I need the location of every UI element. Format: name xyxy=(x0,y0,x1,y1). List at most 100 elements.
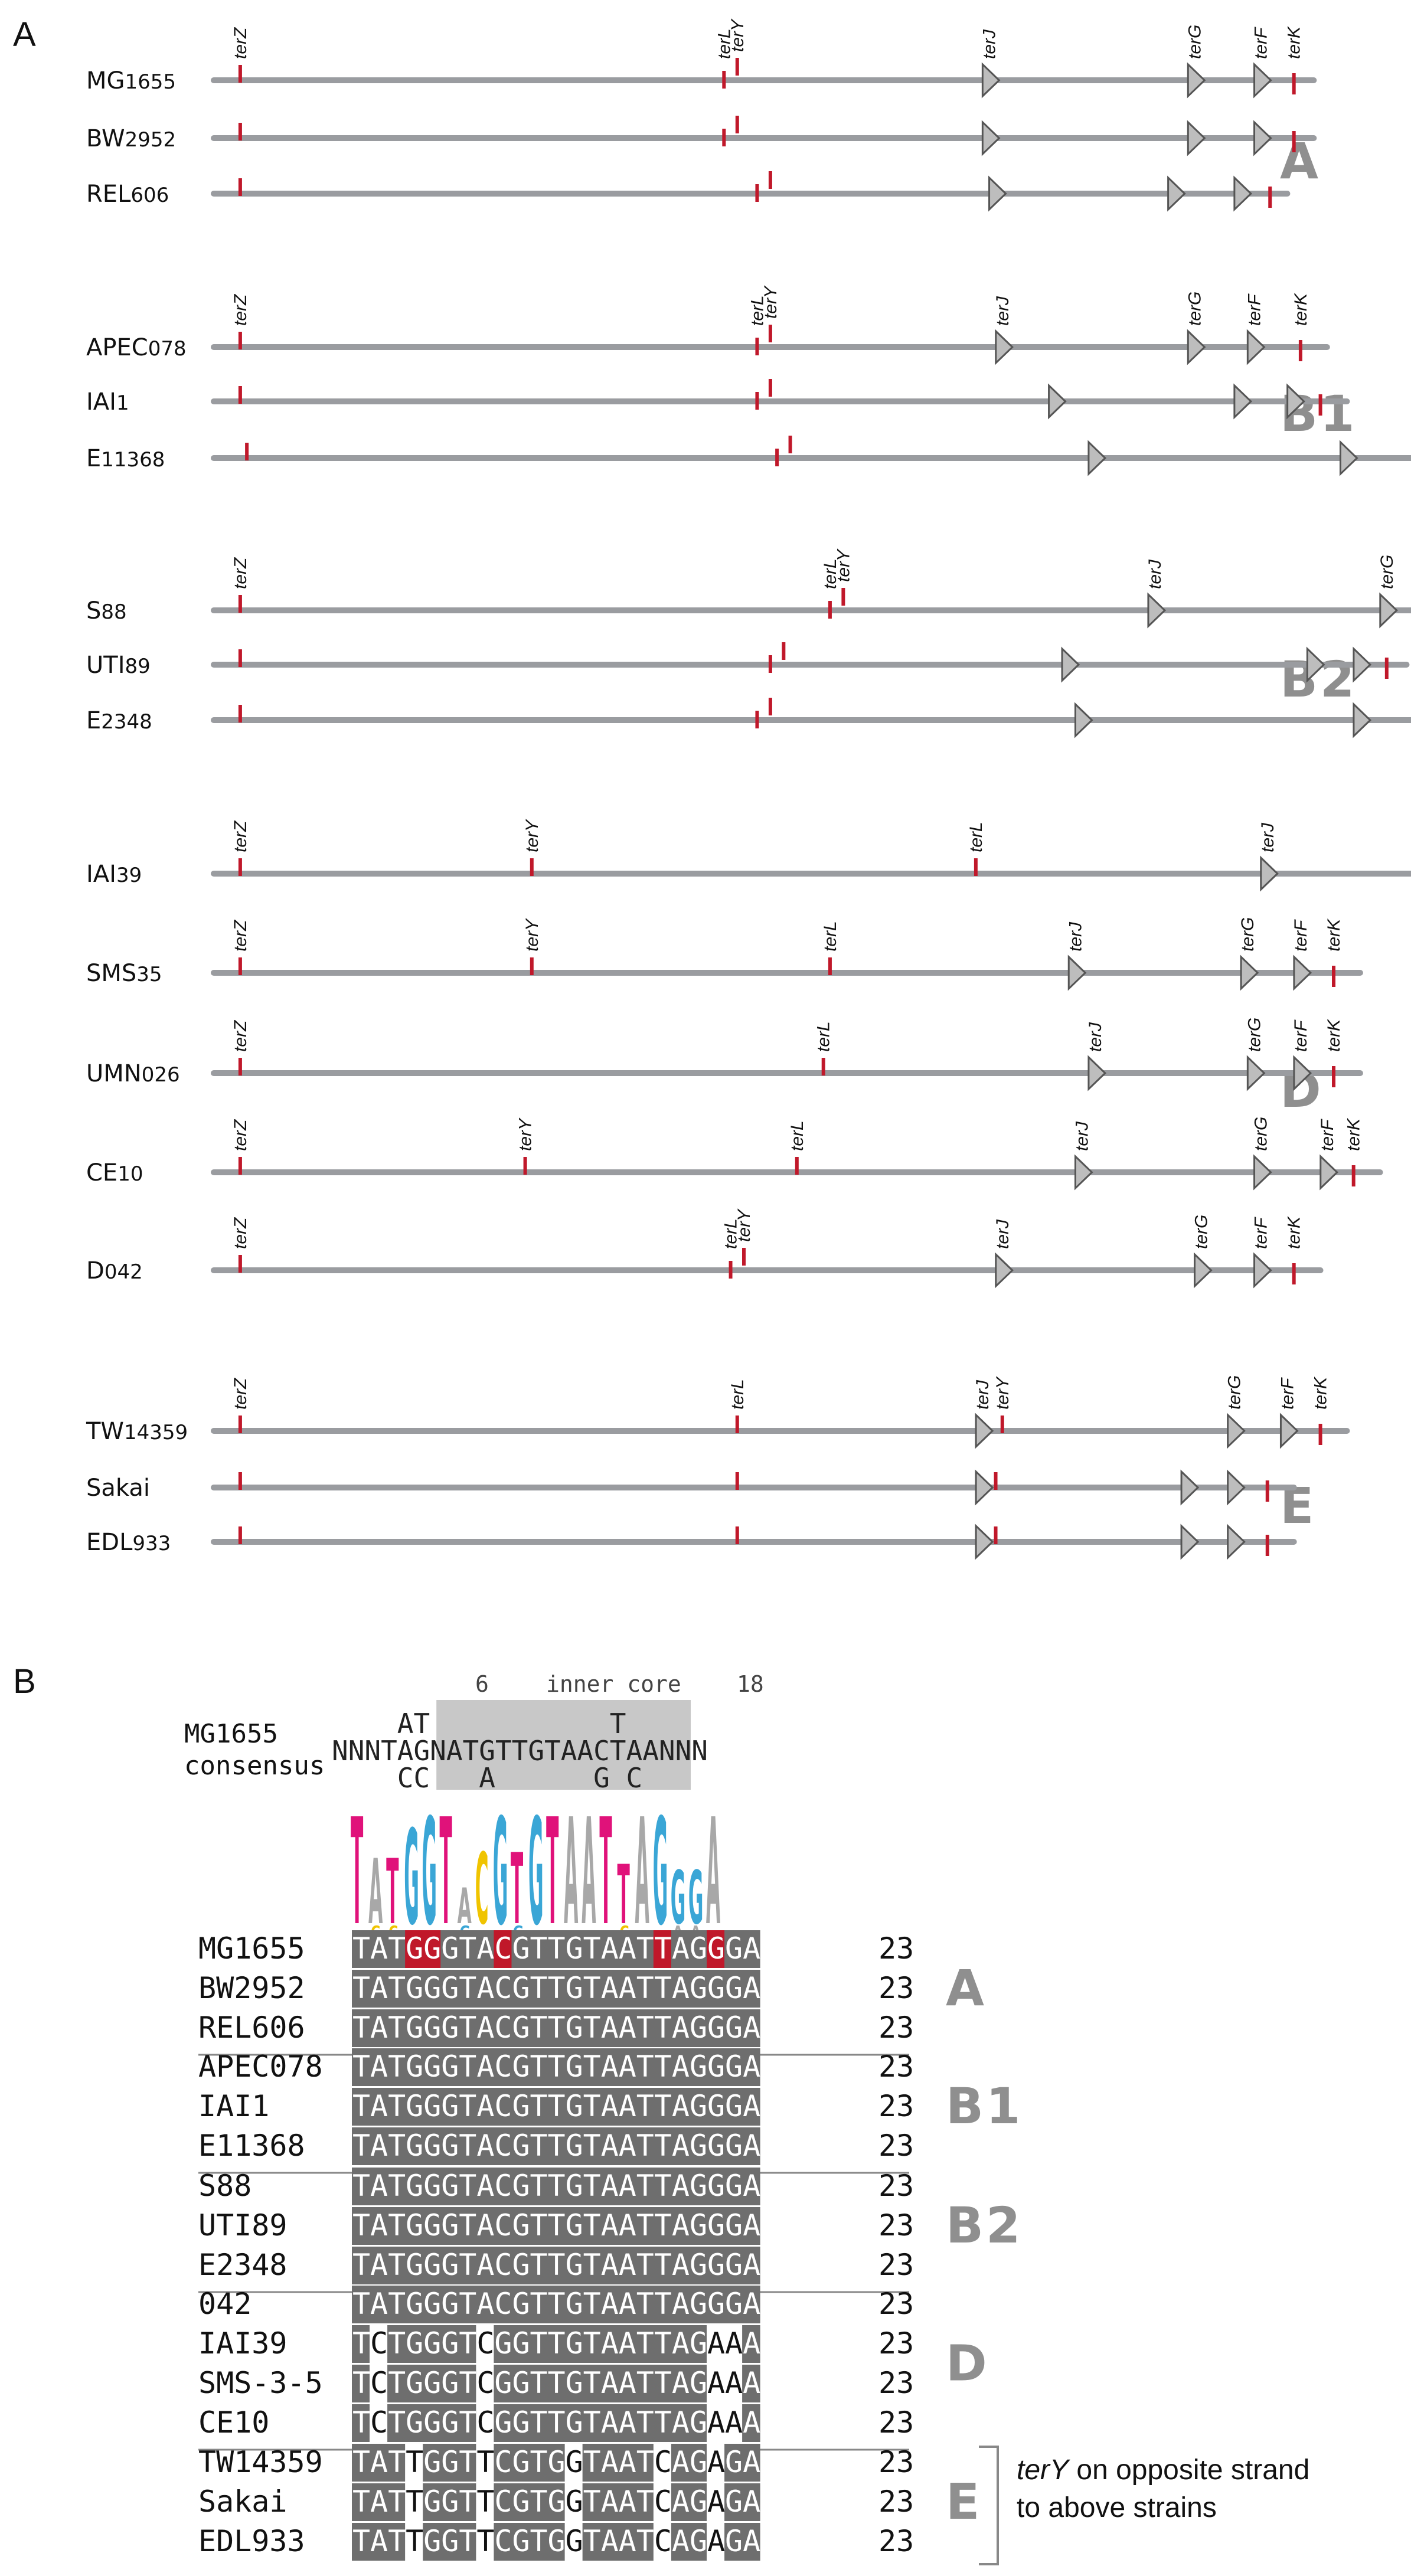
inner-core-highlight xyxy=(436,1700,691,1790)
alignment-cell xyxy=(494,2127,512,2165)
alignment-cell xyxy=(405,2523,423,2561)
alignment-cell xyxy=(582,2404,601,2442)
alignment-base: G xyxy=(566,1931,583,1966)
alignment-cell xyxy=(600,2168,619,2205)
alignment-base: A xyxy=(619,2129,636,2163)
strain-label: S88 xyxy=(86,597,127,625)
strain-label: E11368 xyxy=(86,445,165,472)
alignment-cell xyxy=(547,2088,566,2126)
site-terf-triangle xyxy=(1253,120,1272,156)
alignment-base: G xyxy=(707,2129,725,2163)
alignment-base: T xyxy=(459,2366,476,2400)
alignment-base: G xyxy=(707,2049,725,2084)
tery-note-line2: to above strains xyxy=(1017,2492,1217,2523)
strain-label-number: 1655 xyxy=(125,70,177,94)
alignment-cell xyxy=(405,2207,423,2245)
alignment-cell xyxy=(511,1970,530,2008)
alignment-base: G xyxy=(406,2169,423,2203)
alignment-cell xyxy=(547,2325,566,2363)
inner-core-label: inner core xyxy=(546,1671,681,1697)
alignment-cell xyxy=(742,2365,760,2402)
alignment-base: T xyxy=(530,1931,548,1966)
alignment-cell xyxy=(458,2286,476,2323)
alignment-base: G xyxy=(441,2248,459,2282)
alignment-cell xyxy=(671,2009,690,2047)
alignment-group-label: D xyxy=(946,2335,987,2392)
alignment-base: G xyxy=(548,2445,566,2479)
alignment-cell xyxy=(618,1930,636,1968)
alignment-base: A xyxy=(370,2524,388,2558)
alignment-cell xyxy=(724,2444,743,2482)
alignment-cell xyxy=(707,2088,725,2126)
alignment-base: G xyxy=(423,2287,441,2321)
alignment-base: T xyxy=(476,2485,494,2519)
alignment-base: A xyxy=(476,1931,494,1966)
gene-label-terg: terG xyxy=(1225,1375,1245,1410)
alignment-base: A xyxy=(743,2248,760,2282)
alignment-cell xyxy=(618,2127,636,2165)
site-terg-triangle xyxy=(1180,1524,1200,1560)
alignment-cell xyxy=(352,2247,370,2284)
gene-label-terj: terJ xyxy=(1086,1022,1105,1052)
alignment-base: G xyxy=(566,2524,583,2558)
alignment-base: G xyxy=(725,2169,743,2203)
strain-label: Sakai xyxy=(86,1475,150,1502)
alignment-strain-name: SMS-3-5 xyxy=(198,2366,323,2400)
alignment-base: T xyxy=(352,2326,370,2361)
alignment-cell xyxy=(529,2009,548,2047)
logo-letter: T xyxy=(599,1787,612,1958)
alignment-cell xyxy=(707,2207,725,2245)
alignment-cell xyxy=(688,2523,707,2561)
alignment-base: T xyxy=(636,2129,654,2163)
alignment-base: G xyxy=(423,2169,441,2203)
panel-a-letter: A xyxy=(13,15,36,54)
genome-track-iai1: IAI1 xyxy=(86,379,1350,420)
alignment-cell xyxy=(352,2365,370,2402)
alignment-base: G xyxy=(690,1931,707,1966)
alignment-base: G xyxy=(725,1971,743,2005)
alignment-base: G xyxy=(494,2405,512,2440)
strain-label-number: 1 xyxy=(116,391,129,415)
alignment-base: G xyxy=(512,2248,530,2282)
alignment-cell xyxy=(688,2444,707,2482)
alignment-cell xyxy=(547,2444,566,2482)
alignment-cell xyxy=(618,2483,636,2521)
alignment-base: A xyxy=(619,2405,636,2440)
strain-label-number: 2952 xyxy=(125,128,177,152)
alignment-cell xyxy=(458,2444,476,2482)
site-terf-triangle xyxy=(1227,1469,1246,1506)
alignment-base: A xyxy=(707,2524,725,2558)
alignment-base: G xyxy=(566,2089,583,2123)
logo-letter: T xyxy=(618,1848,630,1943)
alignment-cell xyxy=(494,2048,512,2086)
alignment-cell xyxy=(440,2365,459,2402)
consensus-main-row: NNNTAGNATGTTGTAACTAANNN xyxy=(332,1735,708,1767)
alignment-cell xyxy=(476,2365,494,2402)
group-label-subscript: 2 xyxy=(1320,650,1354,708)
alignment-base: A xyxy=(743,2485,760,2519)
alignment-base: T xyxy=(352,2366,370,2400)
alignment-base: A xyxy=(601,2129,619,2163)
alignment-base: G xyxy=(406,2129,423,2163)
alignment-length: 23 xyxy=(878,2089,914,2123)
logo-letter: A xyxy=(706,1787,720,1958)
alignment-cell xyxy=(476,2207,494,2245)
alignment-cell xyxy=(405,2444,423,2482)
alignment-base: A xyxy=(672,1931,690,1966)
alignment-base: G xyxy=(406,2248,423,2282)
site-terg-triangle xyxy=(1187,62,1206,99)
alignment-base: A xyxy=(725,2366,743,2400)
alignment-cell xyxy=(387,2247,406,2284)
alignment-cell xyxy=(724,2325,743,2363)
consensus-bottom-row: CC A G C xyxy=(332,1762,659,1794)
alignment-cell xyxy=(370,2365,388,2402)
alignment-cell xyxy=(564,2207,583,2245)
alignment-cell xyxy=(370,2168,388,2205)
alignment-base: T xyxy=(352,2485,370,2519)
alignment-base: G xyxy=(423,1931,441,1966)
alignment-cell xyxy=(423,2088,441,2126)
alignment-base: G xyxy=(423,2248,441,2282)
alignment-base: G xyxy=(725,2287,743,2321)
alignment-base: A xyxy=(601,2326,619,2361)
alignment-strain-name: Sakai xyxy=(198,2485,288,2519)
